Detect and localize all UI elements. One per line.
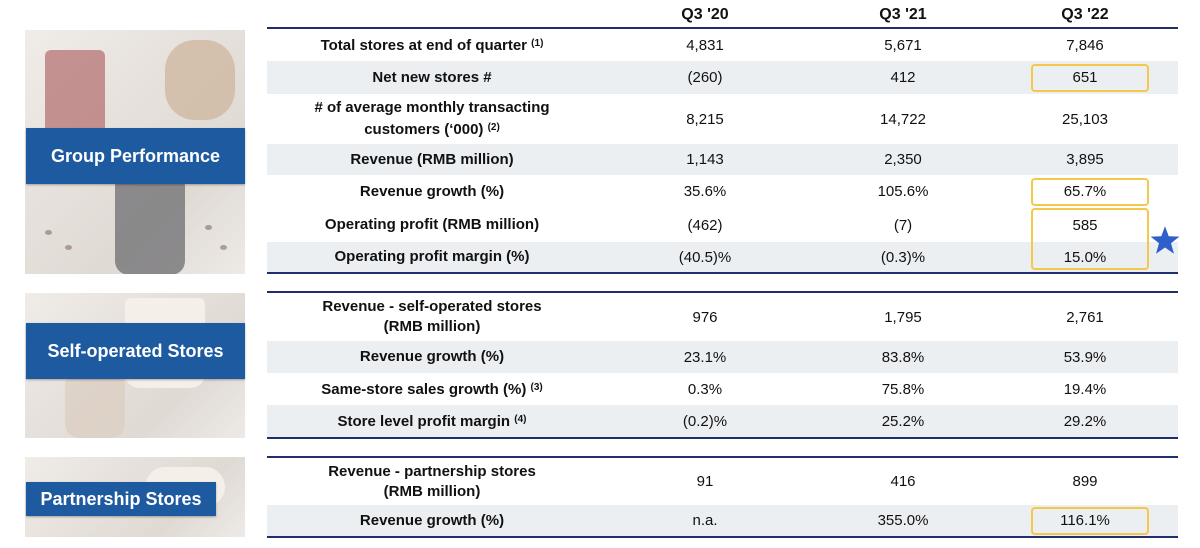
value-q3-22: 899 (1072, 473, 1098, 490)
partnership-section-bottom-rule (267, 536, 1178, 538)
value-q3-21: 2,350 (884, 151, 922, 168)
value-q3-20: 976 (692, 308, 718, 326)
value-q3-22: 19.4% (1063, 380, 1107, 398)
column-header-q3-20: Q3 '20 (681, 6, 729, 23)
value-q3-20: (260) (687, 69, 723, 86)
value-q3-21: 5,671 (884, 36, 922, 54)
table-row: Operating profit margin (%) (40.5)% (0.3… (267, 242, 1178, 272)
row-metric: Same-store sales growth (%) (3) (321, 381, 543, 398)
partnership-section-top-rule (267, 456, 1178, 458)
table-row: Revenue growth (%) n.a. 355.0% 116.1% (267, 505, 1178, 536)
section-label-group-performance: Group Performance (26, 128, 245, 184)
table-row: Revenue - partnership stores (RMB million… (267, 458, 1178, 505)
value-q3-21: 416 (890, 473, 916, 490)
row-metric: Total stores at end of quarter (1) (320, 37, 544, 54)
group-section-bottom-rule (267, 272, 1178, 274)
value-q3-21: 412 (890, 69, 916, 86)
table-row: Same-store sales growth (%) (3) 0.3% 75.… (267, 373, 1178, 405)
value-q3-22: 3,895 (1066, 151, 1104, 168)
value-q3-20: 0.3% (687, 380, 723, 398)
value-q3-21: 83.8% (881, 348, 925, 366)
value-q3-22: 585 (1072, 216, 1098, 234)
row-metric: Store level profit margin (4) (337, 413, 527, 430)
highlight-operating-profit (1031, 208, 1149, 270)
value-q3-22: 15.0% (1063, 248, 1107, 266)
row-metric: Revenue - partnership stores (RMB million… (328, 462, 536, 500)
value-q3-20: 91 (696, 473, 714, 490)
value-q3-20: 23.1% (683, 348, 727, 366)
table-row: Revenue growth (%) 35.6% 105.6% 65.7% (267, 175, 1178, 208)
value-q3-20: (40.5)% (678, 248, 732, 266)
value-q3-21: 1,795 (884, 308, 922, 326)
value-q3-20: 35.6% (683, 183, 727, 200)
value-q3-20: 1,143 (686, 151, 724, 168)
self-operated-section-top-rule (267, 291, 1178, 293)
column-header-q3-21: Q3 '21 (879, 6, 927, 23)
table-row: Total stores at end of quarter (1) 4,831… (267, 29, 1178, 61)
row-metric: Revenue growth (%) (359, 348, 505, 365)
star-icon (1150, 226, 1180, 254)
value-q3-20: n.a. (692, 512, 718, 529)
table-row: Net new stores # (260) 412 651 (267, 61, 1178, 94)
value-q3-21: 355.0% (877, 512, 929, 529)
value-q3-21: 75.8% (881, 380, 925, 398)
value-q3-22: 651 (1072, 69, 1098, 86)
table-top-rule (267, 27, 1178, 29)
value-q3-20: (462) (687, 216, 723, 234)
row-metric: # of average monthly transacting customer… (314, 99, 550, 138)
value-q3-21: (7) (893, 216, 913, 234)
row-metric: Net new stores # (372, 68, 492, 86)
section-label-self-operated-stores: Self-operated Stores (26, 323, 245, 379)
table-row: Revenue growth (%) 23.1% 83.8% 53.9% (267, 341, 1178, 373)
highlight-partnership-growth (1031, 507, 1149, 535)
row-metric: Revenue - self-operated stores (RMB milli… (322, 298, 542, 335)
highlight-net-new-stores (1031, 64, 1149, 92)
value-q3-22: 7,846 (1066, 36, 1104, 54)
value-q3-20: 4,831 (686, 36, 724, 54)
row-metric: Operating profit margin (%) (334, 248, 530, 265)
highlight-revenue-growth (1031, 178, 1149, 206)
value-q3-22: 25,103 (1062, 110, 1108, 128)
table-row: Store level profit margin (4) (0.2)% 25.… (267, 405, 1178, 437)
table-row: Revenue (RMB million) 1,143 2,350 3,895 (267, 144, 1178, 175)
row-metric: Revenue growth (%) (359, 182, 505, 200)
section-label-partnership-stores: Partnership Stores (26, 482, 216, 516)
value-q3-21: (0.3)% (880, 248, 926, 266)
table-row: Operating profit (RMB million) (462) (7)… (267, 208, 1178, 242)
value-q3-21: 25.2% (881, 412, 925, 430)
value-q3-22: 65.7% (1063, 183, 1107, 200)
row-metric: Revenue (RMB million) (350, 150, 514, 168)
column-header-q3-22: Q3 '22 (1061, 6, 1109, 23)
value-q3-20: 8,215 (686, 110, 724, 128)
self-operated-section-bottom-rule (267, 437, 1178, 439)
value-q3-22: 29.2% (1063, 412, 1107, 430)
row-metric: Operating profit (RMB million) (324, 216, 540, 233)
table-row: # of average monthly transacting customer… (267, 94, 1178, 144)
value-q3-22: 116.1% (1060, 512, 1110, 529)
value-q3-21: 105.6% (877, 183, 929, 200)
table-row: Revenue - self-operated stores (RMB milli… (267, 293, 1178, 341)
value-q3-21: 14,722 (880, 110, 926, 128)
value-q3-22: 53.9% (1063, 348, 1107, 366)
row-metric: Revenue growth (%) (359, 511, 505, 529)
value-q3-22: 2,761 (1066, 308, 1104, 326)
value-q3-20: (0.2)% (682, 412, 728, 430)
